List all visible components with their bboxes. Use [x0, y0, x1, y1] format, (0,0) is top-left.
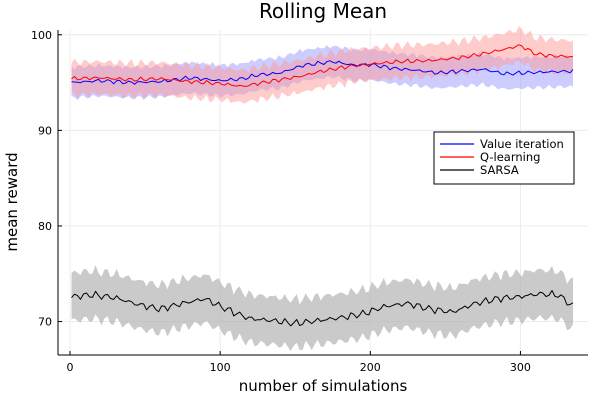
legend-label-sarsa: SARSA [480, 163, 519, 177]
x-tick-label: 300 [510, 361, 531, 374]
legend-label-q-learning: Q-learning [480, 150, 540, 164]
x-axis-title: number of simulations [239, 377, 408, 395]
legend-label-value-iteration: Value iteration [480, 137, 564, 151]
chart-title: Rolling Mean [259, 0, 387, 23]
line-sarsa [71, 290, 574, 327]
y-tick-label: 90 [38, 124, 52, 137]
band-q-learning [71, 26, 573, 104]
line-q-learning [71, 44, 573, 87]
x-tick-label: 0 [67, 361, 74, 374]
axes [57, 30, 588, 356]
confidence-bands [71, 26, 573, 351]
y-tick-label: 80 [38, 220, 52, 233]
series-lines [71, 44, 574, 327]
y-tick-label: 70 [38, 316, 52, 329]
line-value-iteration [71, 60, 574, 85]
y-axis-title: mean reward [3, 152, 21, 251]
x-tick-label: 100 [210, 361, 231, 374]
tick-labels: 0 100 200 300 70 80 90 100 [31, 29, 531, 374]
y-tick-label: 100 [31, 29, 52, 42]
band-sarsa [71, 265, 573, 351]
x-tick-label: 200 [360, 361, 381, 374]
legend-box [433, 131, 575, 185]
